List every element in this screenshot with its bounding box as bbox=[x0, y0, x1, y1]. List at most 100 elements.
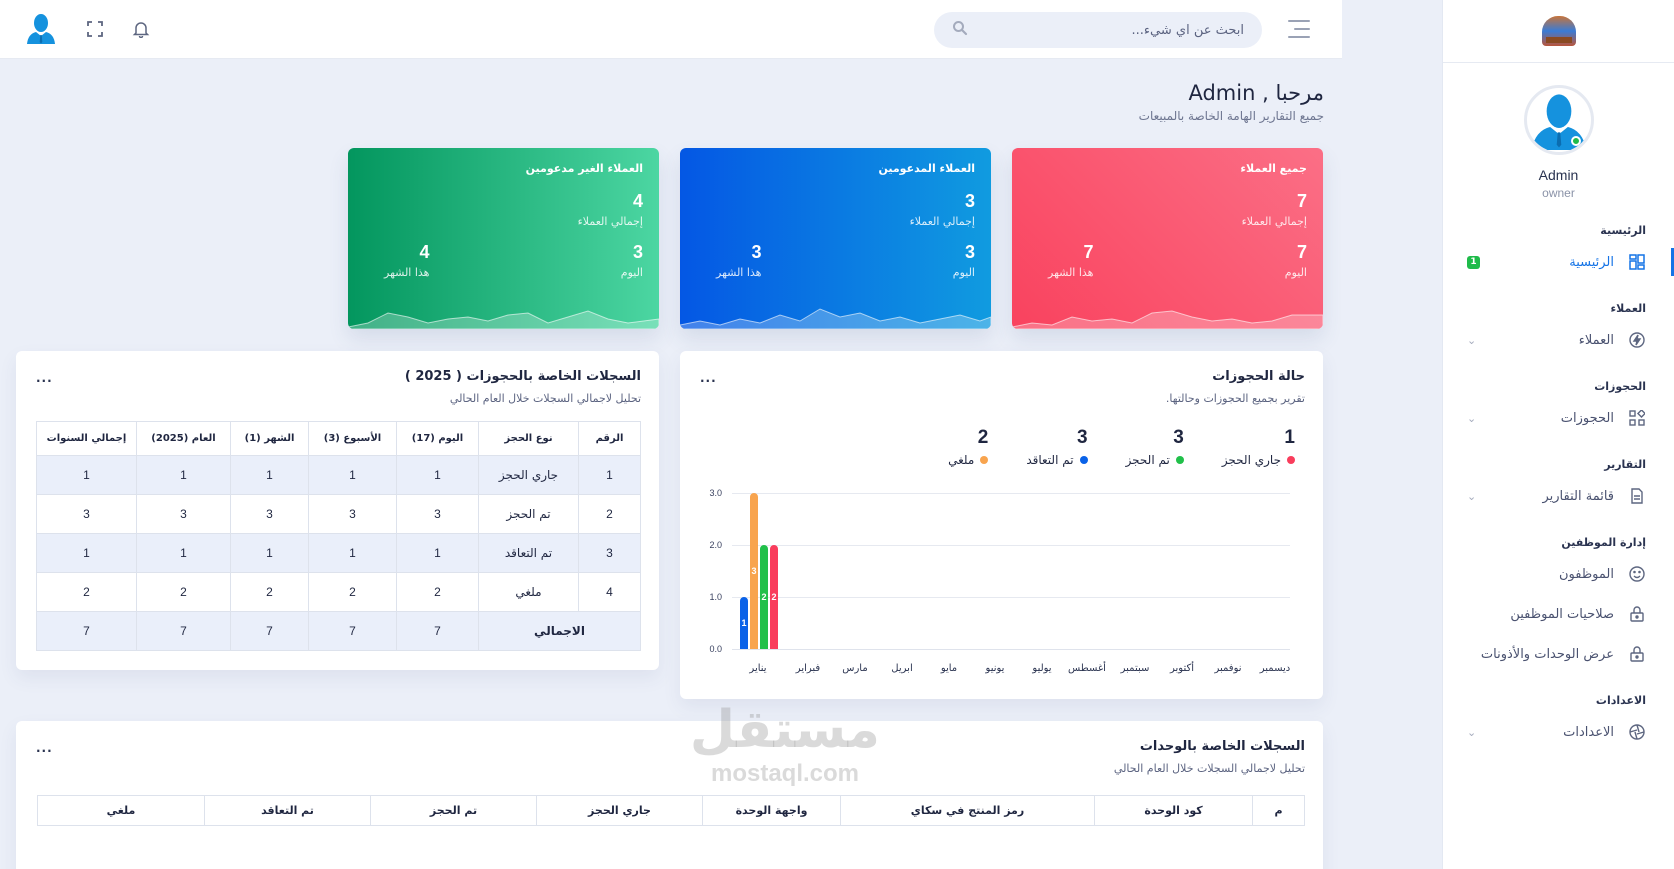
nav-section-title: إدارة الموظفين bbox=[1561, 536, 1646, 549]
menu-icon-line bbox=[1288, 20, 1310, 22]
more-options-button[interactable]: ... bbox=[700, 371, 717, 385]
column-header[interactable]: اليوم (17) bbox=[396, 421, 479, 456]
column-header[interactable]: ملغي bbox=[37, 795, 205, 826]
legend-item[interactable]: 2 ملغي bbox=[948, 427, 989, 467]
stat-month-label: هذا الشهر bbox=[716, 266, 762, 279]
column-header[interactable]: واجهة الوحدة bbox=[702, 795, 841, 826]
chart-bar[interactable]: 2 bbox=[770, 545, 778, 649]
search-icon[interactable] bbox=[952, 20, 968, 40]
cell-type: تم التعاقد bbox=[478, 533, 579, 573]
cell-number: 1 bbox=[578, 455, 641, 495]
table-header-row: الرقم نوع الحجز اليوم (17) الأسبوع (3) ا… bbox=[36, 421, 641, 456]
sidebar-item-clients[interactable]: العملاء ⌄ bbox=[1443, 320, 1674, 360]
cell-year: 3 bbox=[136, 494, 231, 534]
bell-icon[interactable] bbox=[132, 20, 150, 38]
legend-value: 3 bbox=[1173, 427, 1184, 448]
cell-week: 1 bbox=[308, 455, 397, 495]
stat-card-invited-clients[interactable]: العملاء المدعومين 3 إجمالي العملاء 3 اليو… bbox=[680, 148, 991, 329]
more-options-button[interactable]: ... bbox=[36, 371, 53, 385]
header-actions bbox=[24, 12, 150, 46]
sidebar-item-settings[interactable]: الاعدادات ⌄ bbox=[1443, 712, 1674, 752]
chart-bar[interactable]: 1 bbox=[740, 597, 748, 649]
cell-week: 3 bbox=[308, 494, 397, 534]
sidebar-item-reports[interactable]: قائمة التقارير ⌄ bbox=[1443, 476, 1674, 516]
stat-month-value: 7 bbox=[1083, 242, 1094, 262]
cell-all-years: 1 bbox=[36, 455, 137, 495]
chart-bar[interactable]: 3 bbox=[750, 493, 758, 649]
total-month: 7 bbox=[230, 611, 309, 651]
column-header[interactable]: تم التعاقد bbox=[204, 795, 371, 826]
x-tick-label: فبراير bbox=[795, 663, 821, 674]
cell-week: 1 bbox=[308, 533, 397, 573]
grid-plus-icon bbox=[1628, 409, 1646, 427]
sidebar-item-label: العملاء bbox=[1578, 332, 1614, 348]
user-profile: Admin owner bbox=[1443, 63, 1674, 200]
legend-item[interactable]: 3 تم التعاقد bbox=[1026, 427, 1088, 467]
sidebar-item-label: عرض الوحدات والأذونات bbox=[1480, 646, 1614, 662]
column-header[interactable]: م bbox=[1252, 795, 1305, 826]
sidebar-item-employee-permissions[interactable]: صلاحيات الموظفين bbox=[1443, 594, 1674, 634]
column-header[interactable]: الرقم bbox=[578, 421, 641, 456]
document-icon bbox=[1628, 487, 1646, 505]
x-tick-label: ابريل bbox=[891, 663, 913, 674]
column-header[interactable]: إجمالي السنوات bbox=[36, 421, 137, 456]
grid-line bbox=[732, 597, 1290, 598]
profile-name: Admin bbox=[1538, 167, 1579, 183]
table-row: 4 ملغي 2 2 2 2 2 bbox=[36, 572, 641, 612]
x-tick-label: ديسمبر bbox=[1259, 663, 1291, 674]
legend-item[interactable]: 1 جاري الحجز bbox=[1222, 427, 1295, 467]
sidebar-item-bookings[interactable]: الحجوزات ⌄ bbox=[1443, 398, 1674, 438]
cell-all-years: 2 bbox=[36, 572, 137, 612]
column-header[interactable]: جاري الحجز bbox=[536, 795, 703, 826]
sidebar-item-label: قائمة التقارير bbox=[1542, 488, 1614, 504]
x-tick-label: نوفمبر bbox=[1214, 663, 1242, 674]
column-header[interactable]: كود الوحدة bbox=[1094, 795, 1253, 826]
cell-day: 3 bbox=[396, 494, 479, 534]
cell-day: 1 bbox=[396, 533, 479, 573]
legend-item[interactable]: 3 تم الحجز bbox=[1126, 427, 1184, 467]
table-row: 1 جاري الحجز 1 1 1 1 1 bbox=[36, 455, 641, 495]
cell-number: 2 bbox=[578, 494, 641, 534]
bolt-icon bbox=[1628, 331, 1646, 349]
avatar[interactable] bbox=[1523, 85, 1594, 155]
stat-total-label: إجمالي العملاء bbox=[1241, 215, 1307, 228]
table-header-row: م كود الوحدة رمز المنتج في سكاي واجهة ال… bbox=[37, 795, 1305, 826]
legend-label: جاري الحجز bbox=[1221, 453, 1281, 467]
cell-day: 1 bbox=[396, 455, 479, 495]
stat-card-all-clients[interactable]: جميع العملاء 7 إجمالي العملاء 7 اليوم 7 هذ… bbox=[1012, 148, 1323, 329]
bar-value-label: 2 bbox=[771, 592, 777, 602]
bookings-bar-chart: 3.0 2.0 1.0 0.0 1 3 2 2 يناير فبراير مار… bbox=[702, 481, 1302, 681]
panel-subtitle: تحليل لاجمالي السجلات خلال العام الحالي bbox=[1113, 762, 1305, 775]
more-options-button[interactable]: ... bbox=[36, 741, 53, 755]
total-year: 7 bbox=[136, 611, 231, 651]
cell-all-years: 1 bbox=[36, 533, 137, 573]
column-header[interactable]: نوع الحجز bbox=[478, 421, 579, 456]
sidebar-item-employees[interactable]: الموظفون bbox=[1443, 554, 1674, 594]
cell-type: تم الحجز bbox=[478, 494, 579, 534]
column-header[interactable]: رمز المنتج في سكاي bbox=[840, 795, 1095, 826]
search-input[interactable] bbox=[968, 22, 1244, 38]
legend-value: 3 bbox=[1076, 427, 1088, 448]
user-avatar-icon[interactable] bbox=[24, 12, 58, 46]
sidebar-item-units-permissions[interactable]: عرض الوحدات والأذونات bbox=[1443, 634, 1674, 674]
lock-icon bbox=[1628, 605, 1646, 623]
stat-total-value: 7 bbox=[1296, 191, 1307, 211]
stat-card-uninvited-clients[interactable]: العملاء الغير مدعومين 4 إجمالي العملاء 3… bbox=[348, 148, 659, 329]
units-records-table: م كود الوحدة رمز المنتج في سكاي واجهة ال… bbox=[37, 795, 1305, 826]
booking-records-panel: السجلات الخاصة بالحجوزات ( 2025 ) تحليل … bbox=[16, 351, 659, 670]
notification-badge: 1 bbox=[1467, 255, 1480, 269]
x-tick-label: مارس bbox=[842, 663, 868, 674]
chart-bar[interactable]: 2 bbox=[760, 545, 768, 649]
logo[interactable] bbox=[1443, 0, 1674, 63]
sidebar-item-home[interactable]: الرئيسية 1 bbox=[1443, 242, 1674, 282]
column-header[interactable]: تم الحجز bbox=[370, 795, 537, 826]
cell-year: 1 bbox=[136, 455, 231, 495]
column-header[interactable]: الأسبوع (3) bbox=[308, 421, 397, 456]
column-header[interactable]: العام (2025) bbox=[136, 421, 231, 456]
sidebar-item-label: الرئيسية bbox=[1569, 254, 1614, 270]
legend-dot-icon bbox=[1287, 456, 1295, 464]
column-header[interactable]: الشهر (1) bbox=[230, 421, 309, 456]
fullscreen-icon[interactable] bbox=[86, 20, 104, 38]
menu-toggle-button[interactable] bbox=[1288, 20, 1310, 38]
total-week: 7 bbox=[308, 611, 397, 651]
